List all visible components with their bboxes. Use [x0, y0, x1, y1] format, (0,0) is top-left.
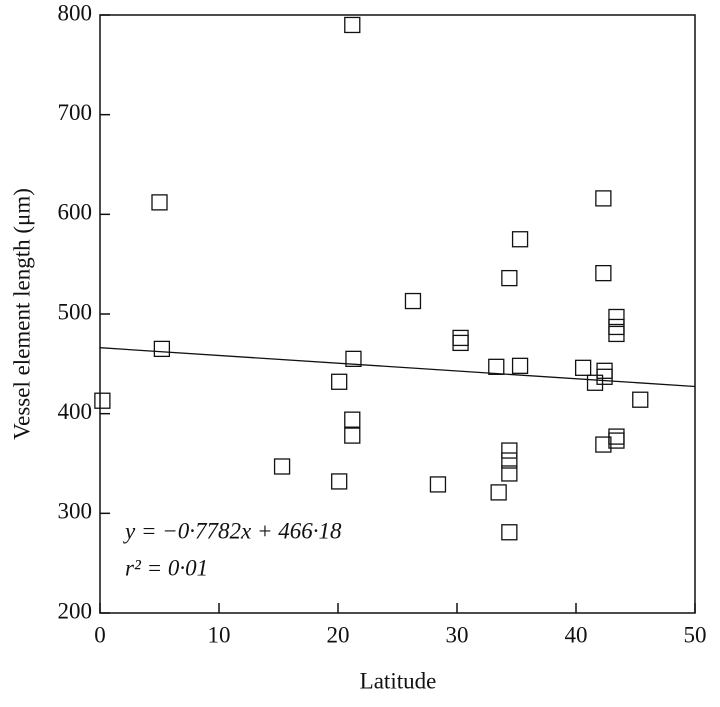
y-tick-label: 500	[58, 299, 93, 324]
point	[595, 264, 612, 282]
point	[608, 325, 625, 343]
point	[511, 231, 529, 248]
point	[153, 340, 171, 358]
point	[404, 292, 422, 310]
point	[344, 427, 361, 444]
y-tick-label: 200	[58, 598, 93, 623]
point	[452, 329, 469, 347]
r-squared: r² = 0·01	[125, 555, 208, 580]
point	[429, 476, 447, 493]
point	[501, 269, 518, 287]
x-tick-label: 0	[94, 622, 106, 647]
point	[273, 458, 291, 475]
equation: y = −0·7782x + 466·18	[123, 518, 342, 543]
y-axis-label: Vessel element length (μm)	[9, 188, 34, 440]
point	[501, 465, 518, 482]
x-tick-label: 10	[208, 622, 231, 647]
x-tick-label: 30	[446, 622, 469, 647]
y-tick-label: 300	[58, 499, 93, 524]
point	[511, 357, 529, 374]
point	[490, 484, 507, 501]
point	[586, 374, 604, 391]
regression-line	[99, 347, 696, 388]
y-tick-label: 600	[58, 200, 93, 225]
point	[94, 392, 111, 409]
point	[632, 391, 649, 408]
x-tick-label: 20	[327, 622, 350, 647]
point	[345, 350, 362, 368]
x-axis-label: Latitude	[360, 668, 437, 693]
point	[574, 359, 592, 376]
y-tick-label: 400	[58, 399, 93, 424]
point	[452, 334, 469, 352]
point	[331, 373, 348, 390]
point	[344, 16, 361, 34]
point	[331, 473, 348, 490]
point	[488, 358, 505, 375]
point	[501, 524, 518, 541]
point	[501, 452, 518, 469]
point	[344, 411, 361, 428]
point	[608, 308, 625, 326]
x-tick-label: 50	[684, 622, 707, 647]
point	[608, 432, 625, 449]
y-tick-label: 700	[58, 100, 93, 125]
point	[595, 190, 612, 207]
point	[596, 368, 613, 385]
x-tick-label: 40	[565, 622, 588, 647]
point	[501, 442, 518, 459]
point	[596, 362, 613, 379]
point	[151, 194, 168, 211]
y-tick-label: 800	[58, 0, 93, 25]
